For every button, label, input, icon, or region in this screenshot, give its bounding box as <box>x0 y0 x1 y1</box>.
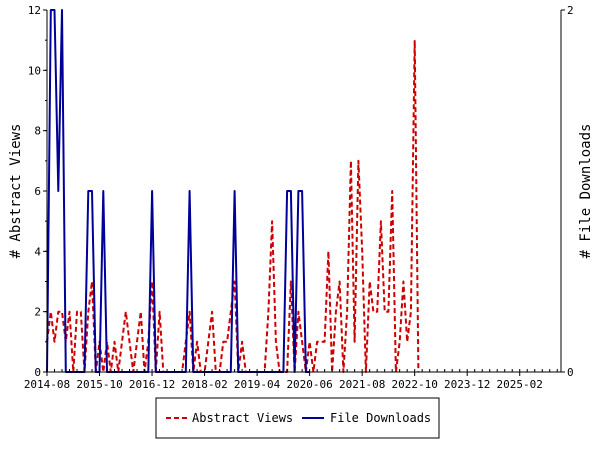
x-tick-label: 2018-02 <box>181 378 227 391</box>
x-tick-label: 2014-08 <box>24 378 70 391</box>
y-left-tick-label: 2 <box>34 306 41 319</box>
legend: Abstract Views File Downloads <box>155 397 440 439</box>
y-axis-right-title: # File Downloads <box>578 124 594 259</box>
x-tick-label: 2016-12 <box>129 378 175 391</box>
y-left-tick-label: 12 <box>28 4 41 17</box>
series-line-file-downloads <box>46 9 310 373</box>
x-tick-label: 2023-12 <box>444 378 490 391</box>
y-right-tick-label: 2 <box>567 4 574 17</box>
x-tick-label: 2025-02 <box>497 378 543 391</box>
x-tick-label: 2015-10 <box>76 378 122 391</box>
axes-layer: 0 2 4 6 8 10 12 0 2 2014-08 2015-10 2016-12 2018-02 2… <box>24 4 574 391</box>
y-left-tick-label: 6 <box>34 185 41 198</box>
series-layer <box>46 9 420 373</box>
x-tick-label: 2022-10 <box>391 378 437 391</box>
y-left-tick-label: 0 <box>34 366 41 379</box>
y-left-tick-label: 4 <box>34 245 41 258</box>
y-left-tick-label: 10 <box>28 64 41 77</box>
y-left-tick-label: 8 <box>34 125 41 138</box>
legend-box <box>155 397 440 439</box>
y-axis-left-title: # Abstract Views <box>8 124 24 259</box>
y-right-tick-label: 0 <box>567 366 574 379</box>
legend-label-abstract-views: Abstract Views <box>192 411 293 425</box>
x-tick-label: 2020-06 <box>286 378 332 391</box>
x-tick-label: 2019-04 <box>234 378 281 391</box>
legend-label-file-downloads: File Downloads <box>330 411 431 425</box>
x-tick-label: 2021-08 <box>339 378 385 391</box>
